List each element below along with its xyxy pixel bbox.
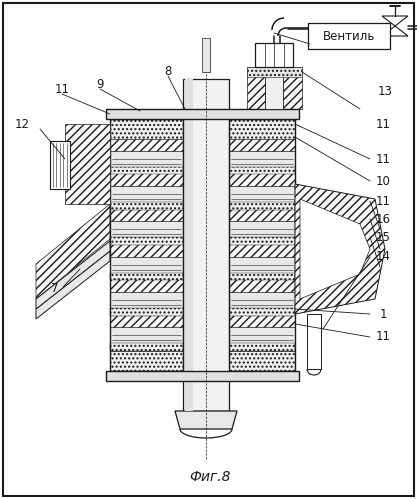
- Polygon shape: [110, 119, 183, 371]
- Bar: [183, 79, 229, 411]
- Polygon shape: [36, 251, 110, 319]
- Text: 11: 11: [375, 330, 390, 343]
- Bar: [110, 151, 183, 167]
- Bar: [110, 119, 183, 139]
- Bar: [106, 371, 299, 381]
- Text: Фиг.8: Фиг.8: [189, 470, 231, 484]
- Bar: [229, 292, 295, 308]
- Polygon shape: [175, 411, 237, 429]
- Bar: [202, 38, 210, 72]
- Bar: [229, 202, 295, 210]
- Bar: [106, 109, 299, 119]
- Bar: [229, 119, 295, 139]
- Text: 10: 10: [376, 175, 390, 188]
- Bar: [229, 167, 295, 174]
- Bar: [110, 237, 183, 245]
- Polygon shape: [382, 16, 408, 26]
- Bar: [229, 237, 295, 245]
- Bar: [110, 222, 183, 237]
- Polygon shape: [247, 67, 302, 109]
- Text: 11: 11: [375, 195, 390, 208]
- Bar: [110, 308, 183, 316]
- Bar: [110, 186, 183, 202]
- Bar: [307, 314, 321, 369]
- Bar: [110, 256, 183, 272]
- Bar: [110, 292, 183, 308]
- Polygon shape: [295, 184, 385, 314]
- Bar: [185, 79, 193, 411]
- Bar: [110, 272, 183, 280]
- Bar: [308, 23, 390, 49]
- Text: 11: 11: [55, 82, 70, 95]
- Bar: [229, 186, 295, 202]
- Polygon shape: [65, 124, 110, 204]
- Text: 14: 14: [375, 250, 390, 263]
- Bar: [266, 67, 284, 109]
- Bar: [229, 308, 295, 316]
- Bar: [110, 327, 183, 343]
- Text: 13: 13: [377, 84, 392, 97]
- Text: 11: 11: [375, 153, 390, 166]
- Bar: [110, 351, 183, 371]
- Bar: [50, 141, 70, 189]
- Polygon shape: [36, 204, 110, 299]
- Polygon shape: [229, 119, 295, 371]
- Text: 7: 7: [51, 282, 59, 295]
- Bar: [229, 222, 295, 237]
- Polygon shape: [382, 26, 408, 36]
- Bar: [229, 351, 295, 371]
- Text: 1: 1: [379, 307, 387, 320]
- Bar: [229, 151, 295, 167]
- Text: 12: 12: [15, 117, 30, 131]
- Text: 11: 11: [375, 117, 390, 131]
- Bar: [256, 43, 294, 67]
- Bar: [229, 327, 295, 343]
- Bar: [110, 343, 183, 351]
- Bar: [229, 272, 295, 280]
- Text: Вентиль: Вентиль: [323, 29, 375, 42]
- Text: 15: 15: [376, 231, 390, 244]
- Bar: [229, 343, 295, 351]
- Bar: [110, 202, 183, 210]
- Text: 16: 16: [375, 213, 390, 226]
- Text: 8: 8: [164, 64, 172, 77]
- Bar: [247, 67, 302, 77]
- Text: 9: 9: [96, 77, 104, 90]
- Polygon shape: [300, 199, 370, 299]
- Bar: [110, 167, 183, 174]
- Polygon shape: [36, 241, 110, 309]
- Bar: [229, 256, 295, 272]
